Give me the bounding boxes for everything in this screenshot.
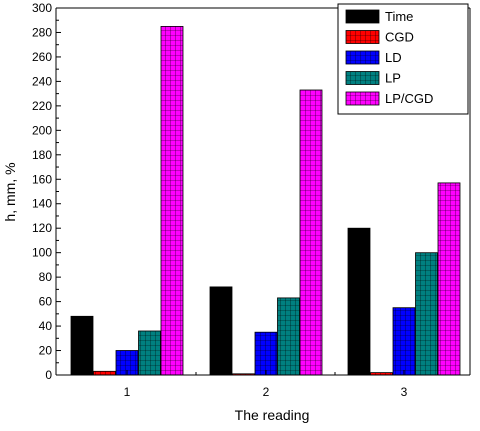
legend-label-ld: LD <box>385 50 402 65</box>
y-tick-label-180: 180 <box>32 148 52 162</box>
bar-time-2 <box>209 286 233 376</box>
y-tick-label-280: 280 <box>32 25 52 39</box>
y-axis-title: h, mm, % <box>2 162 18 221</box>
bar-ld-2 <box>254 331 278 376</box>
y-tick-label-300: 300 <box>32 1 52 15</box>
x-tick-label-2: 2 <box>263 385 270 399</box>
legend-swatch-lp <box>345 71 380 85</box>
legend-swatch-time <box>345 9 380 24</box>
y-tick-label-100: 100 <box>32 246 52 260</box>
legend: Time CGD LD LP LP/CGD <box>337 3 469 115</box>
y-tick-label-240: 240 <box>32 74 52 88</box>
bar-lp-2 <box>277 297 300 376</box>
bar-lp-1 <box>138 330 161 376</box>
bar-time-1 <box>70 315 94 376</box>
y-tick-label-160: 160 <box>32 172 52 186</box>
y-tick-label-220: 220 <box>32 99 52 113</box>
y-tick-label-140: 140 <box>32 197 52 211</box>
y-tick-label-60: 60 <box>39 295 53 309</box>
y-tick-label-0: 0 <box>45 368 52 382</box>
y-tick-label-200: 200 <box>32 123 52 137</box>
y-tick-label-260: 260 <box>32 50 52 64</box>
x-tick-label-3: 3 <box>401 385 408 399</box>
x-tick-label-1: 1 <box>124 385 131 399</box>
bar-lp-3 <box>415 252 438 376</box>
legend-swatch-cgd <box>345 30 380 44</box>
y-tick-label-40: 40 <box>39 319 53 333</box>
bar-lp-cgd-3 <box>437 182 461 376</box>
legend-swatch-lp-cgd <box>345 91 380 106</box>
bar-cgd-1 <box>93 370 116 376</box>
y-tick-label-80: 80 <box>39 270 53 284</box>
bar-lp-cgd-2 <box>299 89 323 376</box>
bar-lp-cgd-1 <box>160 25 184 376</box>
legend-swatch-ld <box>345 50 380 65</box>
y-tick-label-20: 20 <box>39 344 53 358</box>
legend-label-cgd: CGD <box>385 30 414 45</box>
y-tick-label-120: 120 <box>32 221 52 235</box>
bar-time-3 <box>347 227 371 376</box>
axes-layer: 0 20 40 60 80 100 120 140 160 180 200 220 240 260 280 3… <box>32 1 471 399</box>
bar-ld-3 <box>392 307 416 376</box>
legend-label-lp-cgd: LP/CGD <box>385 91 433 106</box>
legend-label-lp: LP <box>385 71 401 86</box>
legend-label-time: Time <box>385 9 413 24</box>
x-axis-title: The reading <box>235 407 310 423</box>
